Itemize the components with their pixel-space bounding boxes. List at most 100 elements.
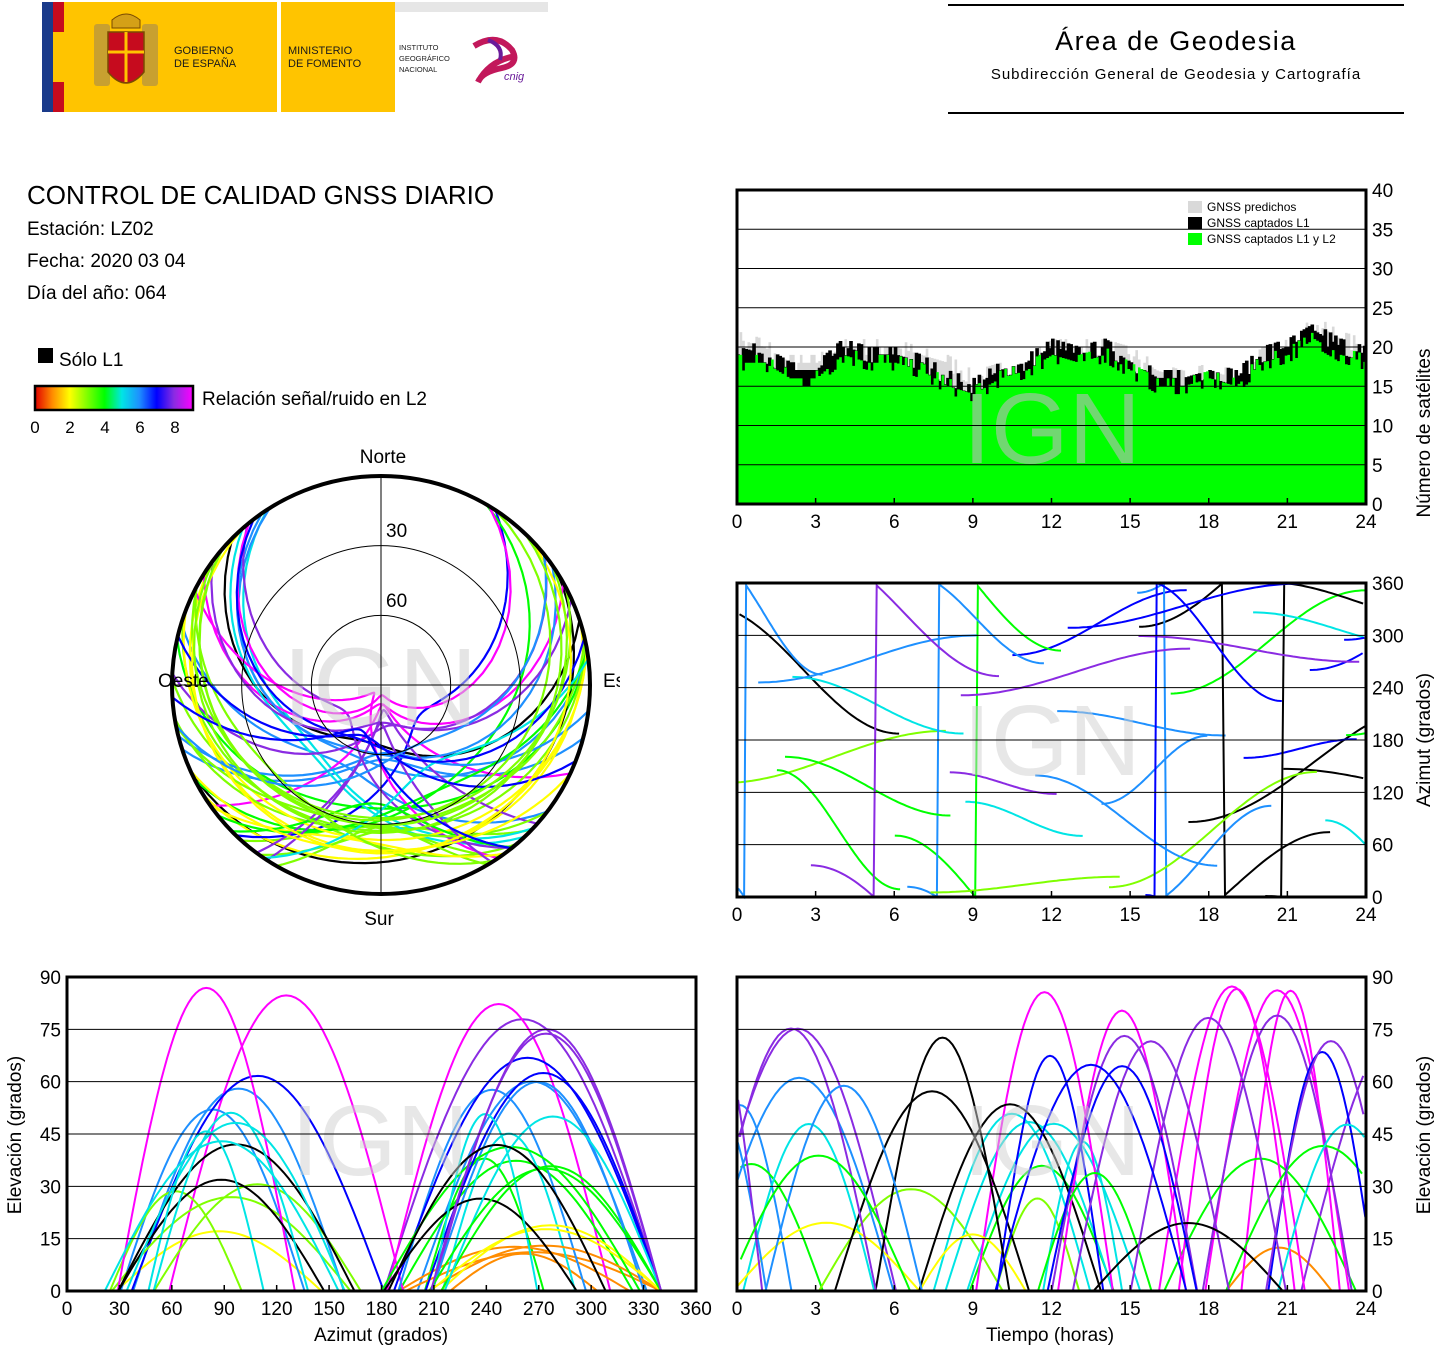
east-label: Este (603, 671, 620, 692)
azimuth-track (1139, 581, 1331, 898)
ign-watermark: IGN (963, 685, 1141, 797)
y-tick-label: 75 (1372, 1020, 1393, 1041)
sky-track (276, 826, 489, 868)
gov-line-1: GOBIERNO (174, 45, 234, 57)
azimuth-track (737, 581, 823, 900)
ring-label-30: 30 (386, 521, 407, 542)
azimuth-track (960, 647, 1191, 697)
ministry-line-2: DE FOMENTO (288, 58, 362, 70)
x-tick-label: 9 (968, 512, 979, 533)
ign-line-3: NACIONAL (399, 65, 437, 74)
legend-swatch-l1 (1188, 217, 1202, 229)
y-tick-label: 5 (1372, 456, 1383, 477)
x-tick-label: 15 (1120, 512, 1141, 533)
elevation-az-track (132, 1087, 345, 1292)
coat-of-arms-icon (94, 13, 158, 86)
elev-time-axes: 0 15 30 45 60 75 90 0 3 6 9 12 15 18 21 24 (732, 968, 1393, 1320)
elev-az-plot-area (103, 986, 663, 1292)
elevation-time-track (737, 1104, 793, 1292)
plot-frame (735, 581, 1368, 899)
ign-watermark: IGN (282, 626, 478, 749)
elevation-time-track (737, 1099, 764, 1292)
y-tick-label: 0 (1372, 888, 1383, 909)
x-tick-label: 0 (732, 905, 743, 926)
area-header: Área de Geodesia Subdirección General de… (948, 4, 1404, 114)
elevation-time-track (739, 1162, 824, 1292)
elevation-az-track (431, 1113, 539, 1292)
x-tick-label: 270 (523, 1299, 555, 1320)
elevation-az-track (429, 1032, 663, 1292)
elevation-time-track (975, 991, 1114, 1292)
x-tick-label: 360 (680, 1299, 712, 1320)
station-label: Estación: LZ02 (27, 219, 154, 240)
elevation-time-track (738, 1027, 897, 1292)
y-tick-label: 0 (1372, 1282, 1383, 1303)
x-tick-label: 12 (1041, 1299, 1062, 1320)
x-tick-label: 9 (968, 905, 979, 926)
x-tick-label: 12 (1041, 512, 1062, 533)
x-tick-label: 240 (470, 1299, 502, 1320)
plot-frame (735, 188, 1368, 506)
date-label: Fecha: 2020 03 04 (27, 251, 186, 272)
sky-track (235, 518, 586, 763)
x-tick-label: 6 (889, 905, 900, 926)
ring-label-60: 60 (386, 591, 407, 612)
area-subtitle: Subdirección General de Geodesia y Carto… (990, 66, 1362, 83)
elevation-az-track (125, 1121, 346, 1292)
x-tick-label: 180 (366, 1299, 398, 1320)
x-tick-label: 0 (732, 512, 743, 533)
elevation-time-track (944, 1120, 1114, 1292)
sky-track (235, 509, 509, 839)
sky-track (217, 650, 589, 834)
elev-time-ylabel: Elevación (grados) (1414, 1056, 1435, 1214)
elevation-az-track (152, 1111, 310, 1292)
snr-tick-label: 8 (170, 418, 179, 437)
x-tick-label: 21 (1277, 1299, 1298, 1320)
y-tick-label: 60 (40, 1073, 61, 1094)
x-tick-label: 210 (418, 1299, 450, 1320)
elevation-time-track (1201, 1014, 1353, 1292)
x-tick-label: 90 (214, 1299, 235, 1320)
y-tick-label: 20 (1372, 338, 1393, 359)
y-tick-label: 25 (1372, 299, 1393, 320)
azimuth-track (965, 800, 1083, 837)
azimuth-track (1344, 636, 1365, 641)
legend-l1l2: GNSS captados L1 y L2 (1207, 232, 1336, 246)
doy-label: Día del año: 064 (27, 283, 167, 304)
legend-predicted: GNSS predichos (1207, 200, 1296, 214)
x-tick-label: 0 (732, 1299, 743, 1320)
count-plot-area (736, 321, 1367, 505)
x-tick-label: 6 (889, 512, 900, 533)
x-tick-label: 120 (261, 1299, 293, 1320)
x-tick-label: 330 (628, 1299, 660, 1320)
sky-track (236, 505, 512, 715)
y-tick-label: 60 (1372, 836, 1393, 857)
elevation-time-track (968, 1164, 1115, 1292)
elevation-az-track (397, 1088, 587, 1292)
x-tick-label: 30 (109, 1299, 130, 1320)
elevation-az-track (449, 1252, 599, 1292)
elevation-az-track (424, 1071, 663, 1292)
report-title: CONTROL DE CALIDAD GNSS DIARIO (27, 180, 495, 210)
azimuth-track (1035, 774, 1218, 867)
elevation-az-track (387, 1143, 607, 1292)
elevation-time-track (818, 1188, 1004, 1292)
azimuth-time-chart: IGN 0 60 120 180 240 300 360 0 3 6 9 12 15 18 21 24 Azi… (732, 574, 1435, 926)
l1-only-label: Sólo L1 (59, 350, 123, 371)
azimuth-axes: 0 60 120 180 240 300 360 0 3 6 9 12 15 18 21 24 (732, 574, 1404, 926)
azimuth-track (737, 729, 946, 784)
ign-line-2: GEOGRÁFICO (399, 54, 450, 63)
west-label: Oeste (158, 671, 209, 692)
sky-track (181, 737, 584, 783)
x-tick-label: 18 (1198, 1299, 1219, 1320)
elevation-time-track (932, 1112, 1092, 1292)
sky-track (176, 635, 577, 788)
azimuth-track (739, 613, 900, 735)
elevation-az-track (428, 1167, 662, 1292)
legend-l1: GNSS captados L1 (1207, 216, 1310, 230)
x-tick-label: 15 (1120, 905, 1141, 926)
sky-track (172, 598, 573, 756)
x-tick-label: 21 (1277, 905, 1298, 926)
sky-track (210, 554, 548, 732)
elev-time-xlabel: Tiempo (horas) (986, 1325, 1114, 1346)
